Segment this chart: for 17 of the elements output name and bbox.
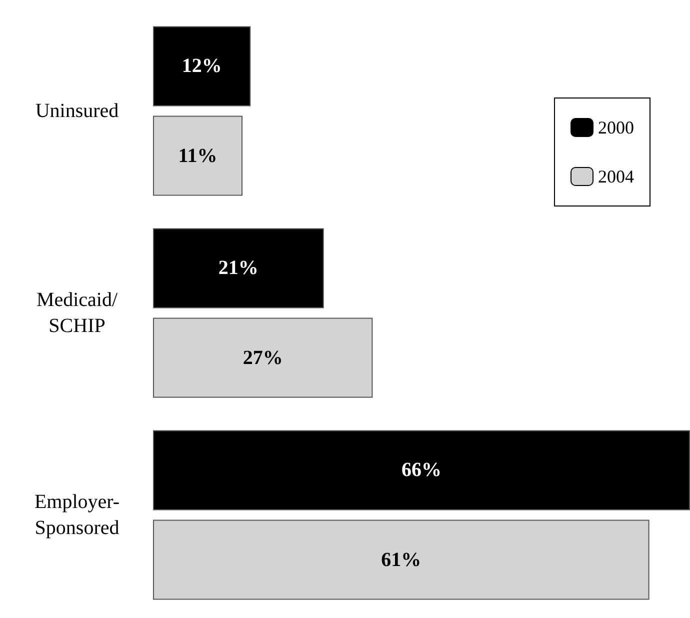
data-label: 11% — [178, 144, 218, 167]
bar — [153, 26, 251, 106]
bar — [153, 318, 373, 398]
y-tick-label: Employer-Sponsored — [34, 491, 120, 539]
legend-label: 2004 — [598, 166, 634, 186]
y-tick-label: Medicaid/SCHIP — [36, 289, 118, 337]
data-label: 66% — [402, 459, 442, 482]
data-label: 61% — [381, 548, 422, 571]
data-label: 21% — [218, 257, 258, 280]
data-label: 27% — [242, 346, 283, 369]
bar — [153, 228, 324, 308]
y-tick-label: Uninsured — [35, 100, 119, 122]
legend-label: 2000 — [598, 118, 634, 138]
data-label: 12% — [182, 55, 222, 78]
bar — [153, 116, 242, 196]
bar — [153, 430, 690, 510]
bar — [153, 520, 650, 600]
